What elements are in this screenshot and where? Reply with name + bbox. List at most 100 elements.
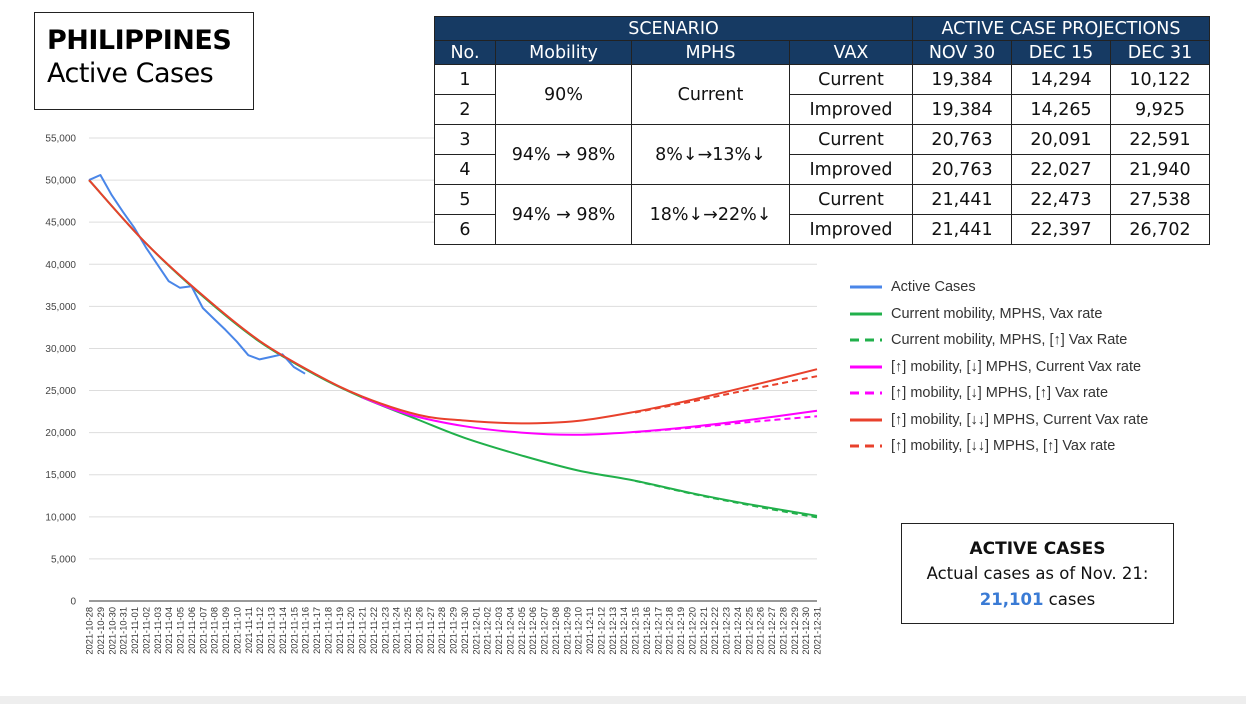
x-tick-label: 2021-11-05: [176, 607, 186, 654]
x-tick-label: 2021-12-05: [517, 607, 527, 655]
table-group-header-row: SCENARIO ACTIVE CASE PROJECTIONS: [434, 16, 1210, 41]
y-tick-label: 55,000: [45, 134, 76, 145]
cell-no: 2: [434, 94, 496, 125]
x-tick-label: 2021-12-17: [653, 607, 663, 655]
x-tick-label: 2021-11-27: [426, 607, 436, 654]
x-tick-label: 2021-12-12: [596, 607, 606, 655]
col-header-nov30: NOV 30: [912, 40, 1012, 65]
legend-item: [↑] mobility, [↓] MPHS, [↑] Vax rate: [848, 383, 1148, 410]
x-tick-label: 2021-11-04: [164, 607, 174, 654]
legend-item: [↑] mobility, [↓↓] MPHS, [↑] Vax rate: [848, 436, 1148, 463]
cell-dec15: 14,294: [1011, 64, 1111, 95]
cell-mobility: 90%: [495, 64, 632, 125]
x-tick-label: 2021-11-08: [210, 607, 220, 654]
x-tick-label: 2021-11-16: [301, 607, 311, 654]
x-tick-label: 2021-10-30: [107, 607, 117, 655]
legend-label: Active Cases: [891, 279, 976, 295]
cell-nov30: 19,384: [912, 64, 1012, 95]
cell-dec15: 22,397: [1011, 214, 1111, 245]
x-tick-label: 2021-11-22: [369, 607, 379, 654]
cell-vax: Current: [789, 184, 913, 215]
cell-mphs: Current: [631, 64, 790, 125]
x-tick-label: 2021-12-21: [699, 607, 709, 655]
y-tick-label: 30,000: [45, 344, 76, 355]
group-header-scenario: SCENARIO: [434, 16, 913, 41]
cell-dec15: 20,091: [1011, 124, 1111, 155]
cell-nov30: 20,763: [912, 154, 1012, 185]
x-axis-ticks: 2021-10-28 2021-10-29 2021-10-30 2021-10-31…: [85, 607, 823, 655]
legend-label: [↑] mobility, [↓↓] MPHS, Current Vax rat…: [891, 411, 1149, 428]
y-tick-label: 50,000: [45, 176, 76, 187]
legend-swatch: [850, 444, 882, 448]
x-tick-label: 2021-12-22: [710, 607, 720, 655]
cell-vax: Improved: [789, 214, 913, 245]
x-tick-label: 2021-12-13: [608, 607, 618, 655]
x-tick-label: 2021-12-06: [528, 607, 538, 655]
title-box: PHILIPPINES Active Cases: [34, 12, 254, 110]
x-tick-label: 2021-11-20: [346, 607, 356, 654]
cell-mphs: 8%↓→13%↓: [631, 124, 790, 185]
y-tick-label: 15,000: [45, 470, 76, 481]
x-tick-label: 2021-12-24: [733, 607, 743, 655]
table-header-row: No. Mobility MPHS VAX NOV 30 DEC 15 DEC …: [434, 40, 1210, 65]
x-tick-label: 2021-12-08: [551, 607, 561, 655]
cell-vax: Improved: [789, 94, 913, 125]
cell-nov30: 20,763: [912, 124, 1012, 155]
series-line-1: [88, 174, 306, 375]
legend-swatch: [850, 338, 882, 342]
note-suffix: cases: [1043, 590, 1096, 609]
cell-no: 4: [434, 154, 496, 185]
x-tick-label: 2021-11-19: [335, 607, 345, 654]
note-heading: ACTIVE CASES: [969, 539, 1106, 559]
page-subtitle: Active Cases: [47, 58, 214, 89]
x-tick-label: 2021-12-02: [483, 607, 493, 655]
projection-table: SCENARIO ACTIVE CASE PROJECTIONS No. Mob…: [434, 16, 1210, 245]
series-line-5: [634, 415, 818, 434]
x-tick-label: 2021-11-01: [130, 607, 140, 654]
legend-label: Current mobility, MPHS, Vax rate: [891, 305, 1103, 322]
x-tick-label: 2021-12-01: [471, 607, 481, 655]
series-line-6: [88, 179, 818, 425]
chart-series: [88, 174, 818, 519]
x-tick-label: 2021-11-28: [437, 607, 447, 654]
x-tick-label: 2021-10-31: [119, 607, 129, 655]
legend-item: [↑] mobility, [↓] MPHS, Current Vax rate: [848, 357, 1148, 384]
cell-nov30: 19,384: [912, 94, 1012, 125]
x-tick-label: 2021-11-13: [267, 607, 277, 654]
x-tick-label: 2021-12-18: [665, 607, 675, 655]
table-row: 3 94% → 98% 8%↓→13%↓ Current 20,763 20,0…: [434, 124, 1210, 185]
table-row: 5 94% → 98% 18%↓→22%↓ Current 21,441 22,…: [434, 184, 1210, 245]
x-tick-label: 2021-11-07: [198, 607, 208, 654]
x-tick-label: 2021-12-30: [801, 607, 811, 655]
cell-vax: Current: [789, 124, 913, 155]
legend-label: [↑] mobility, [↓] MPHS, Current Vax rate: [891, 358, 1142, 375]
table-row: 2 Improved 19,384 14,265 9,925: [434, 94, 1210, 125]
legend-swatch: [850, 391, 882, 395]
x-tick-label: 2021-11-18: [323, 607, 333, 654]
cell-dec31: 27,538: [1110, 184, 1210, 215]
cell-nov30: 21,441: [912, 214, 1012, 245]
legend-swatch: [850, 312, 882, 315]
legend-item: Current mobility, MPHS, Vax rate: [848, 304, 1148, 331]
y-tick-label: 20,000: [45, 428, 76, 439]
x-tick-label: 2021-12-28: [778, 607, 788, 655]
x-tick-label: 2021-12-10: [574, 607, 584, 655]
legend-swatch: [850, 418, 882, 421]
x-tick-label: 2021-11-06: [187, 607, 197, 654]
x-tick-label: 2021-10-28: [85, 607, 95, 655]
cell-nov30: 21,441: [912, 184, 1012, 215]
x-tick-label: 2021-12-29: [790, 607, 800, 655]
x-tick-label: 2021-11-12: [255, 607, 265, 654]
cell-no: 5: [434, 184, 496, 215]
x-tick-label: 2021-11-25: [403, 607, 413, 654]
table-row: 1 90% Current Current 19,384 14,294 10,1…: [434, 64, 1210, 125]
x-tick-label: 2021-12-31: [813, 607, 823, 655]
x-tick-label: 2021-11-15: [289, 607, 299, 654]
x-tick-label: 2021-11-26: [414, 607, 424, 654]
chart-legend: Active Cases Current mobility, MPHS, Vax …: [848, 277, 1148, 463]
cell-dec31: 26,702: [1110, 214, 1210, 245]
legend-label: [↑] mobility, [↓] MPHS, [↑] Vax rate: [891, 385, 1109, 401]
x-tick-label: 2021-12-19: [676, 607, 686, 655]
cell-dec15: 22,473: [1011, 184, 1111, 215]
x-tick-label: 2021-11-10: [232, 607, 242, 654]
